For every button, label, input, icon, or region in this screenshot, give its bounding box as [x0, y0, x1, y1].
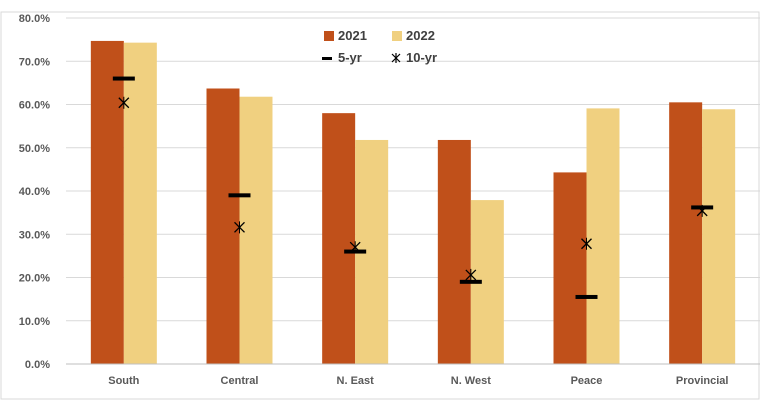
y-tick-label: 40.0% [19, 186, 50, 198]
bar-2021 [437, 139, 471, 364]
bar-2021 [90, 40, 124, 365]
legend-swatch [324, 31, 334, 41]
y-tick-label: 10.0% [19, 316, 50, 328]
bar-2021 [553, 172, 587, 364]
marker-10yr [118, 96, 130, 109]
legend-label: 2022 [406, 28, 435, 43]
legend-label: 5-yr [338, 50, 362, 65]
marker-5yr [459, 279, 482, 284]
marker-10yr [349, 241, 361, 254]
y-tick-label: 50.0% [19, 143, 50, 155]
marker-10yr [465, 268, 477, 281]
y-tick-label: 20.0% [19, 273, 50, 285]
x-tick-label: South [108, 375, 139, 387]
legend-label: 10-yr [406, 50, 437, 65]
legend-label: 2021 [338, 28, 367, 43]
marker-10yr [696, 204, 708, 217]
x-tick-label: N. East [337, 375, 375, 387]
y-tick-label: 60.0% [19, 100, 50, 112]
x-tick-label: Central [221, 375, 259, 387]
bar-2022 [586, 108, 620, 364]
bar-2021 [322, 113, 356, 365]
bar-2022 [239, 96, 273, 364]
marker-5yr [112, 76, 135, 81]
legend-swatch [322, 57, 332, 60]
bar-2021 [206, 88, 240, 364]
bar-2022 [702, 109, 736, 364]
legend-swatch [392, 31, 402, 41]
legend-swatch [391, 53, 401, 63]
bar-2021 [669, 102, 703, 365]
marker-5yr [228, 193, 251, 198]
plot-border [0, 11, 760, 400]
legend: 2021 2022 5-yr 10-yr [322, 28, 437, 65]
x-tick-label: Peace [571, 375, 603, 387]
y-tick-label: 80.0% [19, 13, 50, 25]
marker-5yr [575, 294, 598, 299]
x-tick-label: N. West [451, 375, 491, 387]
x-tick-label: Provincial [676, 375, 729, 387]
y-tick-label: 70.0% [19, 56, 50, 68]
y-tick-label: 30.0% [19, 229, 50, 241]
marker-10yr [581, 237, 592, 250]
y-tick-label: 0.0% [25, 359, 50, 371]
marker-10yr [234, 221, 245, 234]
bar-2022 [123, 42, 157, 365]
